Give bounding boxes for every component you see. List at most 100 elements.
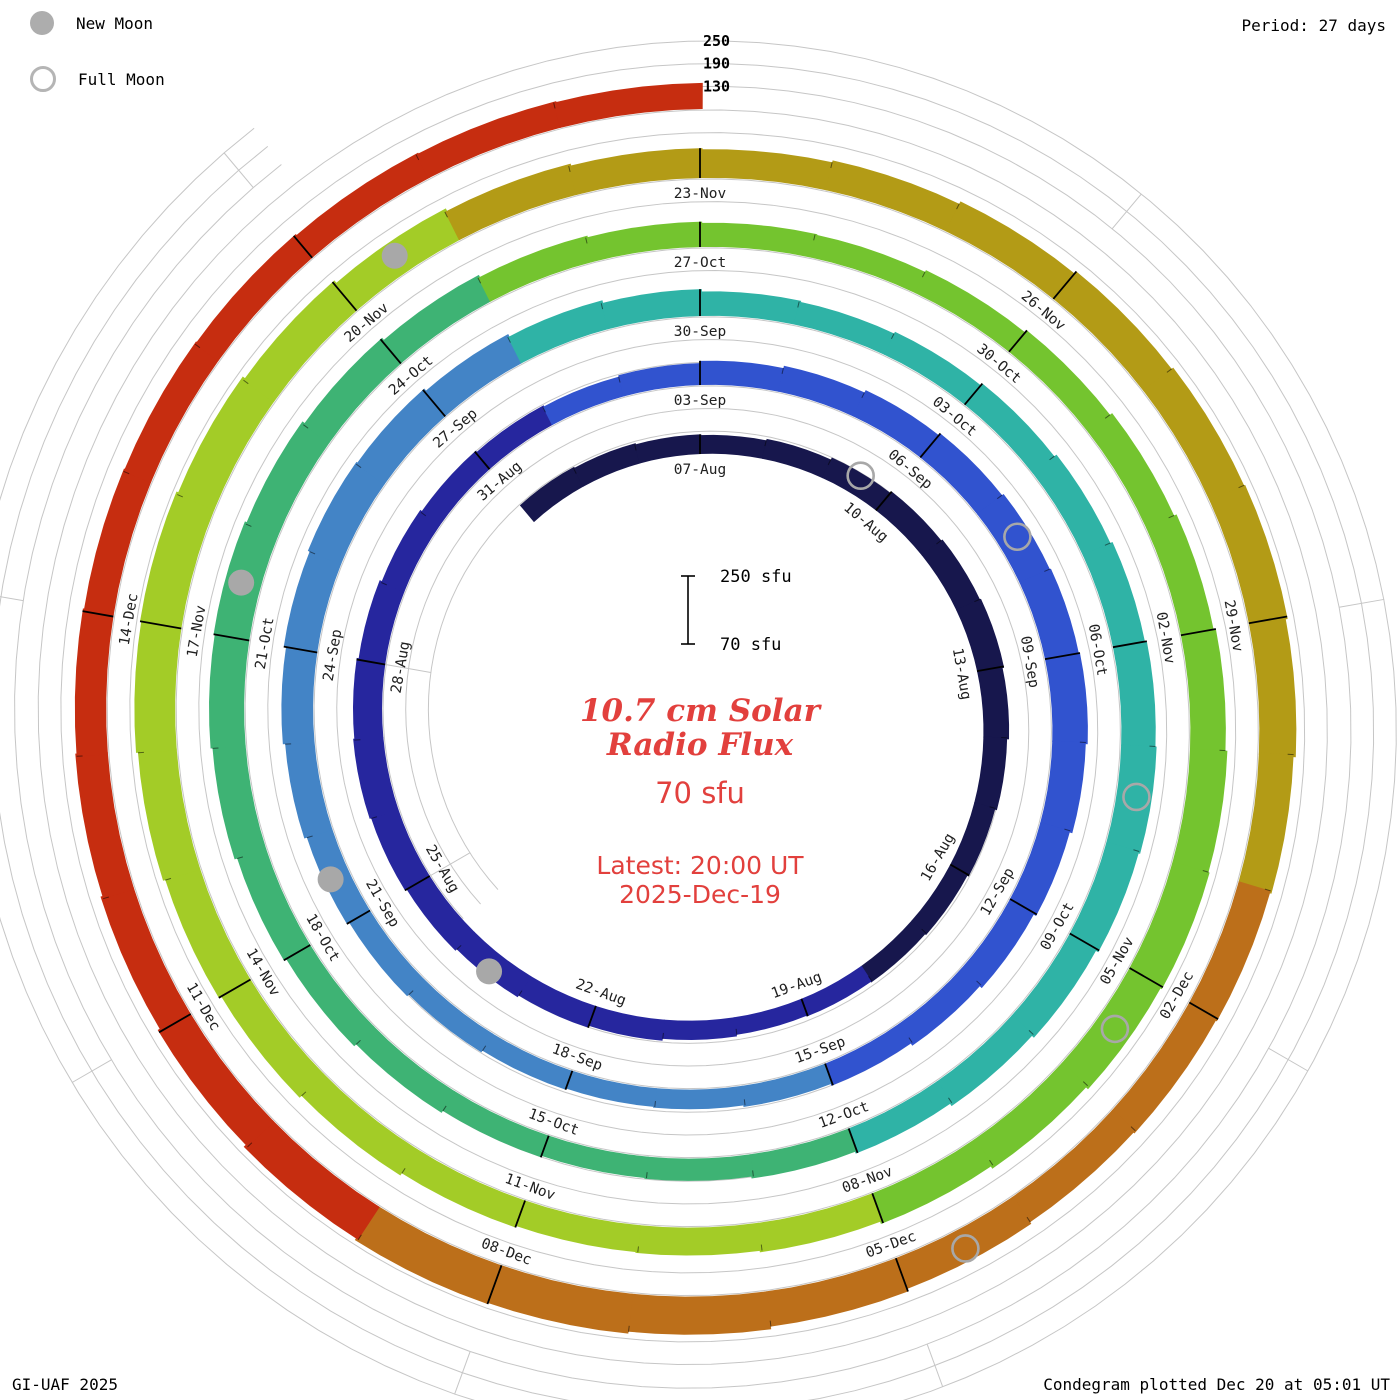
- flux-bar: [974, 736, 1008, 811]
- date-label: 21-Oct: [253, 616, 278, 670]
- axis-label: 130: [703, 77, 730, 95]
- flux-bar: [700, 222, 818, 258]
- flux-bar: [1011, 1109, 1136, 1224]
- flux-bar: [441, 1090, 549, 1158]
- flux-bar: [733, 998, 808, 1036]
- scale-max-label: 250 sfu: [720, 567, 792, 587]
- moon-markers: [228, 242, 1151, 1263]
- flux-bar: [140, 491, 215, 629]
- flux-bar: [74, 608, 114, 757]
- axis-label: 190: [703, 55, 730, 73]
- flux-bar: [354, 1025, 456, 1113]
- flux-bar: [519, 466, 584, 523]
- flux-bar: [870, 1138, 993, 1224]
- flux-bar: [800, 965, 872, 1017]
- flux-bar: [485, 1264, 633, 1334]
- flux-bar: [83, 468, 152, 617]
- flux-bar: [1009, 821, 1071, 916]
- date-label: 27-Oct: [674, 255, 726, 271]
- flux-bar: [761, 438, 832, 479]
- date-label: 28-Aug: [389, 640, 414, 694]
- flux-bar: [1142, 367, 1246, 503]
- new-moon-marker: [476, 958, 503, 985]
- flux-bar: [793, 301, 896, 356]
- flux-bar: [914, 270, 1027, 354]
- flux-scale-labels: 250 sfu 70 sfu: [720, 567, 792, 655]
- flux-bar: [1128, 861, 1210, 990]
- flux-bar: [875, 491, 943, 556]
- date-label: 23-Nov: [674, 186, 727, 202]
- flux-bar: [1180, 629, 1226, 753]
- flux-bar: [741, 1063, 833, 1107]
- date-label: 07-Aug: [674, 462, 726, 478]
- date-label: 06-Oct: [1085, 623, 1110, 677]
- flux-bar: [955, 598, 1005, 673]
- flux-bar: [911, 864, 968, 936]
- flux-bar: [1238, 752, 1294, 894]
- flux-bar: [1087, 413, 1176, 530]
- flux-bar: [100, 886, 191, 1032]
- flux-bar: [209, 632, 250, 749]
- day-ticks: [76, 102, 1294, 1332]
- flux-bar: [1045, 653, 1088, 745]
- flux-bar: [1188, 881, 1271, 1022]
- flux-bar: [195, 234, 315, 362]
- full-moon-marker: [1122, 782, 1151, 812]
- flux-bar: [1008, 330, 1112, 434]
- flux-bar: [307, 461, 386, 566]
- flux-bar: [601, 289, 702, 330]
- flux-bar: [219, 977, 325, 1098]
- flux-bar: [700, 291, 802, 325]
- flux-bar: [700, 434, 768, 459]
- flux-bar: [348, 909, 425, 997]
- flux-bar: [513, 1199, 641, 1253]
- flux-bar: [354, 1205, 502, 1305]
- flux-bar: [480, 1033, 573, 1090]
- flux-bar: [893, 1196, 1032, 1290]
- full-moon-marker: [951, 1234, 980, 1263]
- flux-bar: [587, 1005, 665, 1041]
- full-moon-marker: [1100, 1014, 1130, 1044]
- flux-bar: [243, 280, 359, 403]
- flux-bar: [573, 443, 641, 487]
- flux-bar: [123, 341, 220, 484]
- flux-bar: [945, 201, 1077, 301]
- flux-bar: [1172, 748, 1228, 875]
- period-label: Period: 27 days: [1241, 16, 1387, 35]
- flux-bar: [652, 1085, 746, 1110]
- flux-bar: [809, 234, 928, 294]
- full-moon-marker: [1003, 522, 1032, 552]
- flux-bar: [564, 1070, 657, 1108]
- flux-bar: [860, 920, 927, 983]
- full-moon-label: Full Moon: [78, 69, 165, 89]
- flux-bar: [517, 975, 596, 1028]
- flux-bar: [539, 1135, 649, 1179]
- flux-bar: [243, 1119, 380, 1240]
- flux-bar: [381, 509, 441, 593]
- flux-bar: [134, 619, 182, 753]
- flux-bar: [976, 494, 1051, 584]
- flux-bar: [1019, 568, 1080, 661]
- flux-bar: [444, 163, 578, 241]
- flux-bar: [661, 1017, 737, 1040]
- flux-bar: [1112, 641, 1156, 749]
- date-label: 03-Sep: [674, 393, 726, 409]
- flux-bar: [1082, 542, 1146, 649]
- date-label: 14-Dec: [117, 592, 142, 646]
- flux-bar: [137, 748, 201, 881]
- new-moon-label: New Moon: [76, 13, 154, 33]
- flux-bar: [407, 978, 494, 1053]
- flux-bar: [898, 967, 981, 1046]
- flux-bar: [1061, 968, 1162, 1090]
- radial-axis-labels: 250 190 130: [703, 32, 730, 95]
- new-moon-marker: [381, 242, 408, 269]
- full-moon-marker: [846, 461, 875, 491]
- date-label: 29-Nov: [1221, 599, 1246, 654]
- date-label: 24-Sep: [321, 628, 346, 682]
- flux-bars: [74, 82, 1297, 1335]
- flux-bar: [1011, 933, 1097, 1038]
- flux-bar: [542, 376, 625, 426]
- flux-bar: [1068, 841, 1140, 953]
